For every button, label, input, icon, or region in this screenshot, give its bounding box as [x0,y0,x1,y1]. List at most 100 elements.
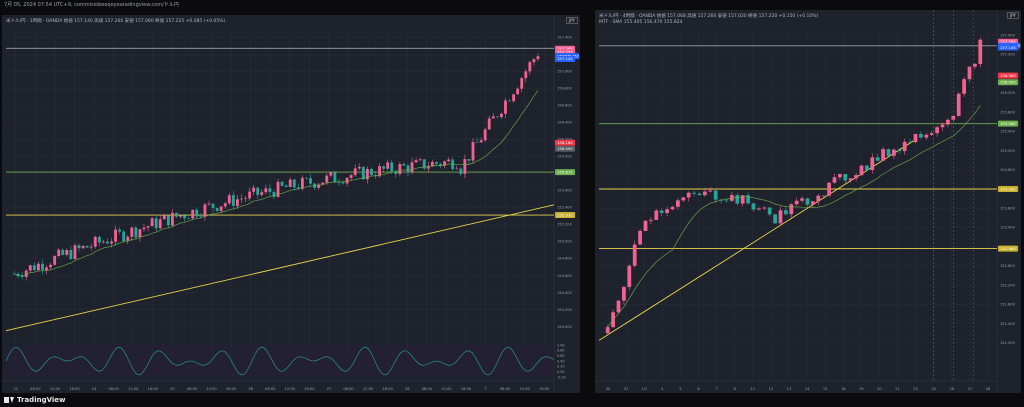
candle [398,161,402,177]
candle [627,264,632,291]
candle-body [398,164,402,174]
candle-body [187,218,191,219]
candle [215,207,219,212]
candle [935,125,939,137]
price-tag: 152.960 [998,245,1019,252]
x-tick-label: 13 [787,387,792,391]
candle [24,269,28,281]
candle-body [495,116,499,118]
candle [811,201,815,208]
legend-4h: 米ドル/円 · 4時間 · OANDA 始値 157.068 高値 157.26… [599,14,819,19]
candle [171,209,174,227]
candle [410,158,414,175]
candle [248,187,252,201]
candle [77,243,81,252]
candle-body [24,270,28,278]
candle-body [292,179,296,188]
candle-body [414,160,418,163]
candle [973,62,977,70]
candle-body [616,300,621,313]
oscillator-line [5,346,555,376]
price-tag-bg [555,145,576,152]
candle [154,215,158,232]
candle [508,98,511,102]
x-tick-label: 21 [895,387,900,391]
candle [848,177,853,183]
candle-body [158,219,162,229]
price-tag: 157.145 [555,55,576,62]
candle [778,206,783,226]
candle [85,245,89,248]
candle-body [248,191,252,199]
candle [365,166,369,184]
candle [264,184,268,195]
oscillator-tick-label: 1.00 [557,343,565,347]
grid-4h [599,28,997,381]
candle-body [875,157,880,161]
candle [158,215,162,230]
x-tick-label: 16:00 [539,387,550,391]
candle [962,76,966,97]
candle-body [118,229,122,232]
candle [36,261,40,271]
candle-body [370,168,373,176]
candle-body [757,208,761,210]
tradingview-brand[interactable]: TradingView [4,396,66,404]
price-tag-label: 156.420 [1000,80,1016,85]
candle-body [504,100,507,114]
candle [929,131,934,136]
x-tick-label: 12:00 [50,387,61,391]
candle-body [605,327,610,334]
candle [227,192,231,206]
screenshot-header: 7月 05, 2024 07:54 UTC+9, commisiobeeqeye… [0,0,1024,10]
candle [272,190,276,200]
candle [483,127,487,142]
chart-canvas-1h[interactable]: 157.400157.200157.000156.800156.600156.4… [2,15,580,393]
price-tag-label: 156.160 [557,140,573,145]
footer: TradingView [0,395,1024,407]
candle-body [908,141,912,143]
candle-body [114,229,117,242]
candle [130,226,134,242]
candle [956,92,961,117]
candle-body [902,141,907,152]
price-tag-bg [555,139,576,146]
candle [686,191,691,202]
candle [333,170,337,183]
x-tick-label: 19 [859,387,864,391]
candle [341,180,345,185]
currency-label-1h[interactable]: JPY [566,17,578,24]
chart-canvas-4h[interactable]: 157.400157.000156.600156.200155.800155.4… [595,10,1021,393]
y-tick-label: 156.800 [557,87,573,91]
candle-body [536,56,540,60]
x-tick-label: 12:00 [363,387,374,391]
candle [65,248,69,257]
candle-body [219,206,223,211]
x-tick-label: 16:00 [69,387,80,391]
candle [622,285,626,305]
candle-body [418,159,422,161]
candle-body [260,192,264,195]
candle-body [859,165,864,176]
candle [183,214,187,222]
currency-label-4h[interactable]: JPY [1007,12,1019,19]
candle-body [61,249,65,255]
candle [524,69,528,83]
candle-body [935,127,939,134]
chart-pane-4h[interactable]: 157.400157.000156.600156.200155.800155.4… [595,10,1021,393]
candle [187,217,191,219]
candle-body [240,198,243,200]
price-tag-label: 157.145 [1000,45,1016,50]
candle-body [195,209,199,217]
price-tag: 156.560 [998,72,1019,79]
candle [203,202,207,221]
candle [670,205,675,211]
price-tag-label: 157.265 [557,46,573,51]
candle [708,187,713,193]
candle [370,167,373,177]
price-tag-label: 157.225 [557,49,573,54]
price-tag-label: 156.090 [557,146,573,151]
chart-pane-1h[interactable]: 157.400157.200157.000156.800156.600156.4… [2,15,580,393]
candle [479,137,483,143]
candle-body [665,209,669,214]
